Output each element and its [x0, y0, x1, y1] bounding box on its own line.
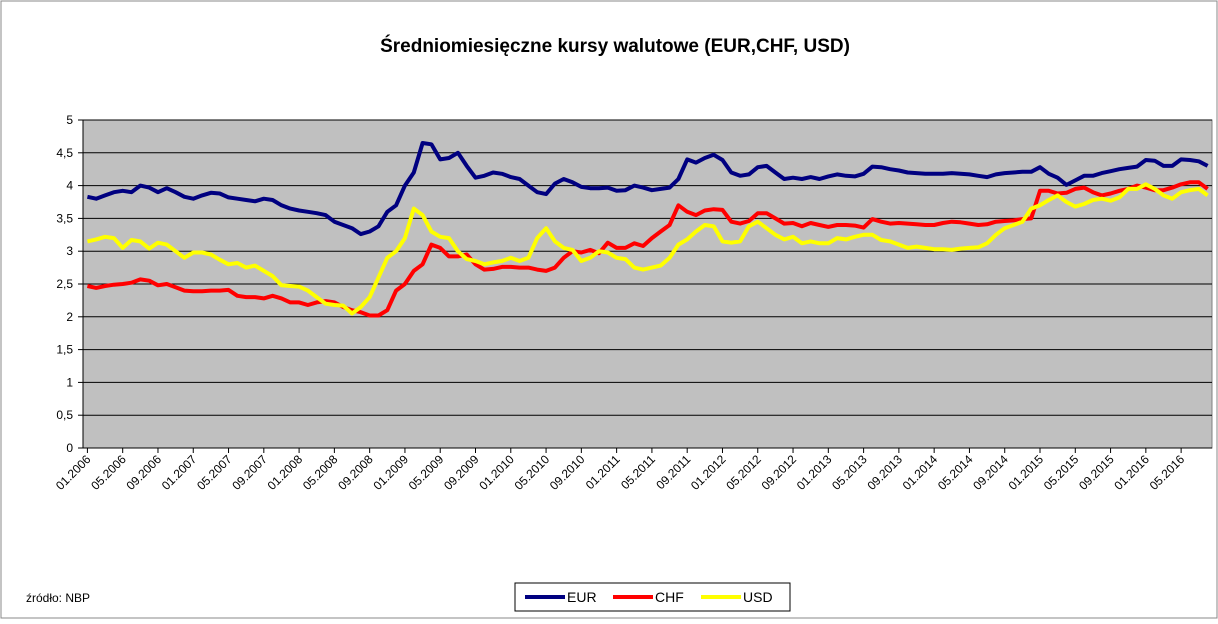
y-tick-label: 1 — [66, 375, 73, 389]
y-tick-label: 2 — [66, 310, 73, 324]
y-tick-label: 4 — [66, 179, 73, 193]
chart-title: Średniomiesięczne kursy walutowe (EUR,CH… — [380, 35, 850, 57]
legend-label: EUR — [567, 589, 597, 605]
source-note: źródło: NBP — [26, 591, 90, 605]
series-line — [86, 141, 1209, 237]
y-tick-label: 4,5 — [56, 146, 73, 160]
y-tick-label: 0,5 — [56, 408, 73, 422]
series-line — [86, 180, 1209, 318]
legend-label: CHF — [655, 589, 684, 605]
y-tick-label: 5 — [66, 113, 73, 127]
legend-label: USD — [743, 589, 773, 605]
y-tick-label: 3,5 — [56, 211, 73, 225]
y-tick-label: 2,5 — [56, 277, 73, 291]
series-line — [86, 182, 1209, 316]
y-tick-label: 0 — [66, 441, 73, 455]
y-tick-label: 3 — [66, 244, 73, 258]
y-tick-label: 1,5 — [56, 343, 73, 357]
